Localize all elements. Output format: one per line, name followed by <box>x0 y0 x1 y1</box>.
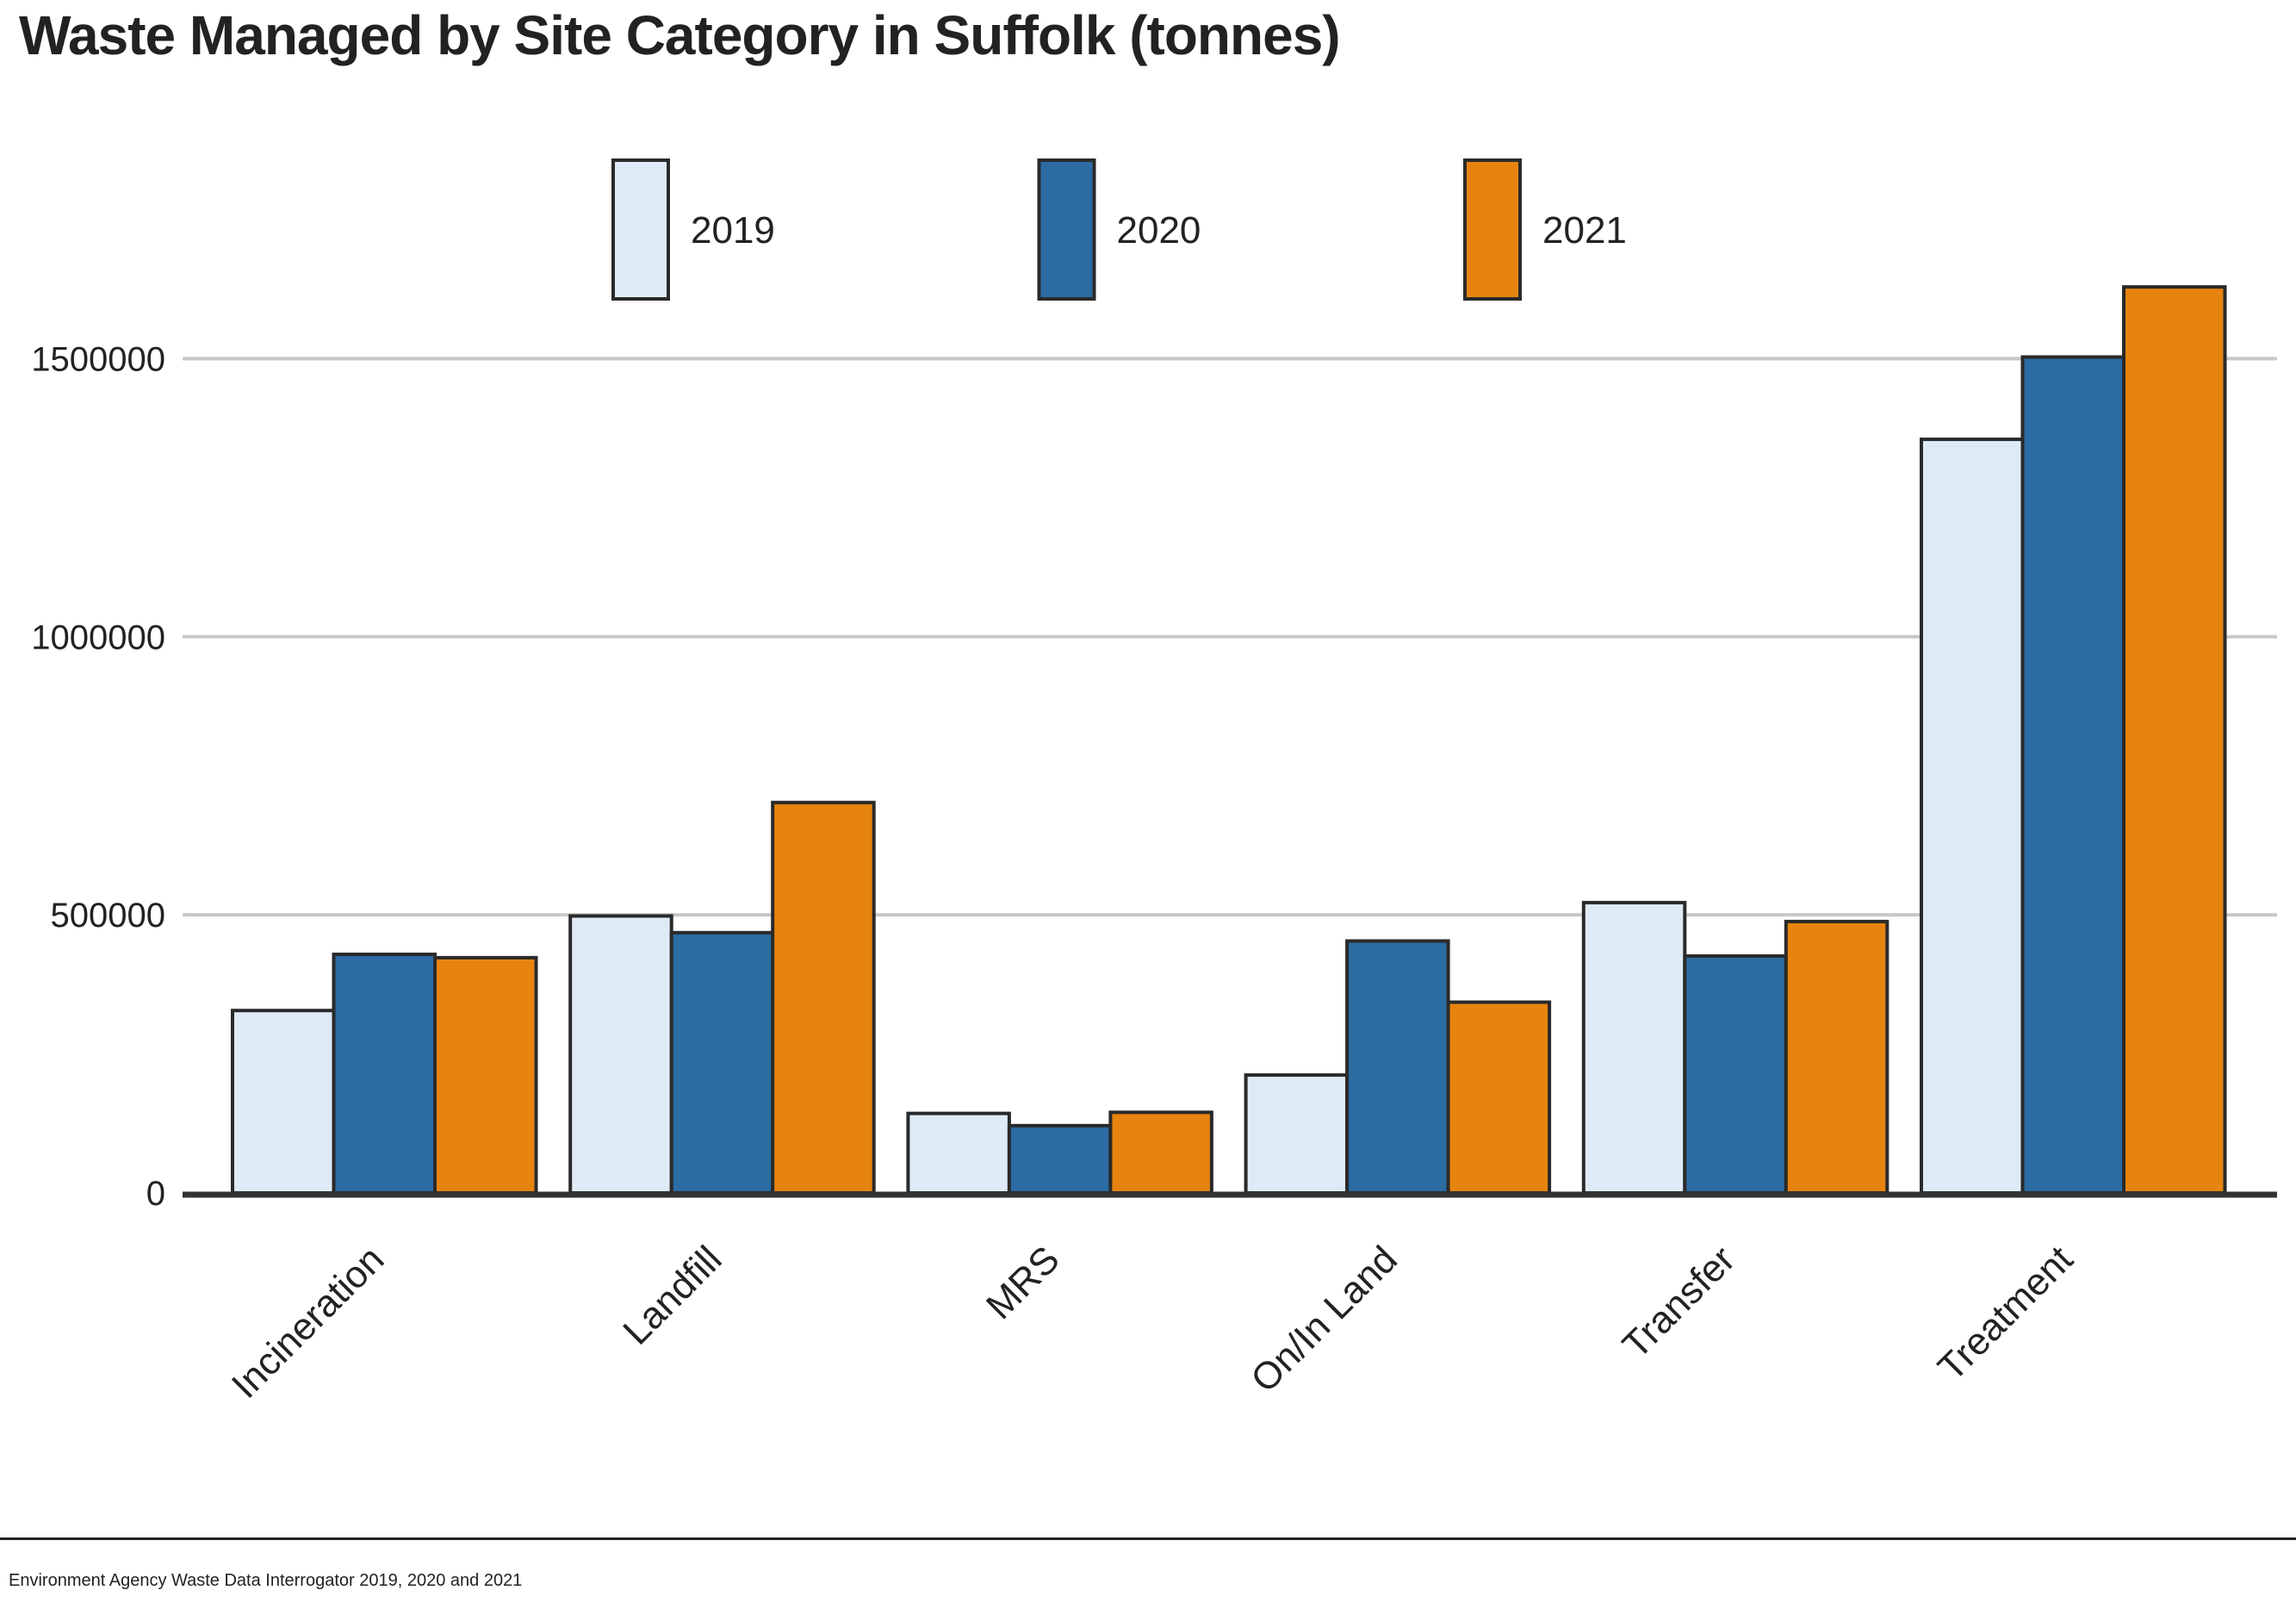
footer-divider <box>0 1537 2296 1540</box>
legend-swatch-2019 <box>611 158 670 301</box>
y-axis-tick-labels: 0 500000 1000000 1500000 <box>31 340 165 1213</box>
legend-label-2020: 2020 <box>1117 209 1201 252</box>
x-tick-label: On/In Land <box>1243 1238 1406 1401</box>
legend-swatch-2020 <box>1037 158 1096 301</box>
bar-mrs-2020 <box>1007 1123 1113 1195</box>
bar-landfill-2021 <box>771 800 876 1195</box>
x-axis-tick-labels: Incineration Landfill MRS On/In Land Transfe… <box>224 1238 2082 1407</box>
source-note: Environment Agency Waste Data Interrogat… <box>9 1571 523 1590</box>
bar-mrs-2019 <box>906 1111 1011 1195</box>
bar-incineration-2019 <box>231 1009 336 1195</box>
y-tick-label: 500000 <box>51 897 165 935</box>
bar-transfer-2019 <box>1581 900 1687 1195</box>
legend: 2019 2020 2021 <box>611 158 1627 301</box>
x-tick-label: Treatment <box>1930 1238 2081 1388</box>
x-tick-label: Transfer <box>1615 1238 1743 1366</box>
bars <box>231 285 2227 1196</box>
legend-label-2019: 2019 <box>691 209 775 252</box>
x-tick-label: Landfill <box>615 1238 729 1352</box>
bar-mrs-2021 <box>1108 1110 1213 1196</box>
bar-on-in-land-2019 <box>1244 1073 1350 1195</box>
y-tick-label: 1000000 <box>31 618 165 656</box>
bar-on-in-land-2020 <box>1345 939 1450 1196</box>
bar-on-in-land-2021 <box>1446 1000 1552 1196</box>
x-tick-label: Incineration <box>224 1238 393 1407</box>
bar-transfer-2020 <box>1683 953 1788 1195</box>
legend-label-2021: 2021 <box>1542 209 1627 252</box>
bar-incineration-2021 <box>433 955 538 1196</box>
y-tick-label: 1500000 <box>31 340 165 378</box>
legend-swatch-2021 <box>1463 158 1522 301</box>
bar-treatment-2020 <box>2020 355 2125 1195</box>
bar-transfer-2021 <box>1784 919 1890 1196</box>
bar-treatment-2019 <box>1920 438 2025 1195</box>
bar-treatment-2021 <box>2122 285 2227 1195</box>
x-tick-label: MRS <box>978 1238 1068 1327</box>
bar-landfill-2019 <box>568 914 673 1196</box>
y-tick-label: 0 <box>146 1175 165 1213</box>
bar-landfill-2020 <box>669 930 775 1195</box>
bar-incineration-2020 <box>332 952 437 1195</box>
chart-title: Waste Managed by Site Category in Suffol… <box>19 4 1341 66</box>
